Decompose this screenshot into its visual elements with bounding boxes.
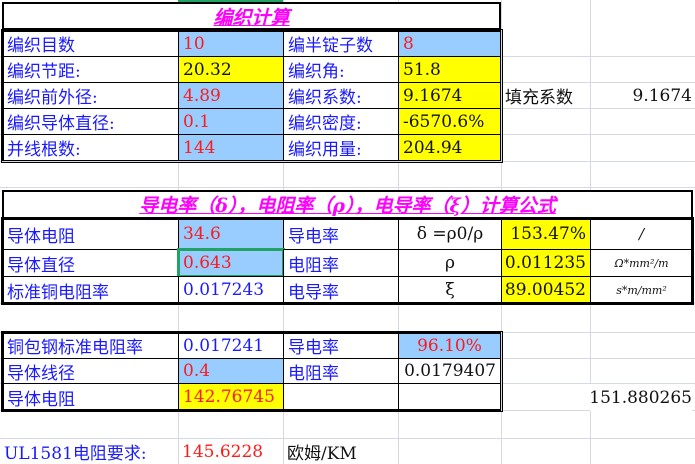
braid-title: 编织计算 (2, 2, 501, 30)
label-ccs-conductivity: 导电率 (283, 332, 399, 359)
input-outer-diameter[interactable]: 4.89 (178, 82, 284, 109)
label-braid-angle: 编织角: (283, 56, 399, 83)
input-conductor-resistance[interactable]: 34.6 (178, 218, 284, 250)
input-conductor-diameter[interactable]: 0.643 (177, 248, 285, 278)
label-outer-diameter: 编织前外径: (2, 82, 179, 109)
input-braid-count[interactable]: 10 (178, 30, 284, 57)
input-ccs-wire-diameter[interactable]: 0.4 (178, 358, 284, 384)
fill-factor-value[interactable]: 9.1674 (632, 85, 692, 106)
label-braid-usage: 编织用量: (283, 134, 399, 161)
input-wire-diameter[interactable]: 0.1 (178, 108, 284, 135)
label-half-spindles: 编半锭子数 (283, 30, 399, 57)
label-pitch: 编织节距: (2, 56, 179, 83)
label-electric-conductivity: 电导率 (283, 276, 399, 304)
input-strand-count[interactable]: 144 (178, 134, 284, 161)
value-ccs-resistivity[interactable]: 0.017241 (178, 332, 284, 359)
label-ccs-resistance: 导体电阻 (2, 383, 179, 411)
label-ccs-wire-diameter: 导体线径 (2, 358, 179, 384)
label-braid-count: 编织目数 (2, 30, 179, 57)
symbol-rho: ρ (398, 249, 502, 277)
unit-electric-conductivity: s*m/mm² (590, 276, 693, 304)
ccs-side-value[interactable]: 151.880265 (589, 384, 692, 411)
value-braid-coefficient[interactable]: 9.1674 (398, 82, 501, 109)
ul-requirement-unit: 欧姆/KM (287, 444, 357, 464)
label-strand-count: 并线根数: (2, 134, 179, 161)
label-resistivity: 电阻率 (283, 249, 399, 277)
empty-cell[interactable] (283, 383, 399, 411)
label-wire-diameter: 编织导体直径: (2, 108, 179, 135)
label-conductor-resistance: 导体电阻 (2, 218, 179, 250)
label-braid-coefficient: 编织系数: (283, 82, 399, 109)
value-ccs-conductivity[interactable]: 96.10% (398, 332, 501, 359)
value-braid-angle[interactable]: 51.8 (398, 56, 501, 83)
ul-requirement-label: UL1581电阻要求: (4, 444, 147, 464)
value-braid-density[interactable]: -6570.6% (398, 108, 501, 135)
label-conductor-diameter: 导体直径 (2, 249, 179, 277)
conductivity-title: 导电率（δ），电阻率（ρ），电导率（ξ）计算公式 (2, 190, 693, 219)
value-electric-conductivity[interactable]: 89.00452 (501, 276, 591, 304)
ul-requirement-value[interactable]: 145.6228 (182, 441, 264, 462)
fill-factor-label: 填充系数 (505, 88, 573, 108)
label-std-copper-resistivity: 标准铜电阻率 (2, 276, 179, 304)
value-ccs-resistivity-calc[interactable]: 0.0179407 (398, 358, 501, 384)
input-pitch[interactable]: 20.32 (178, 56, 284, 83)
value-ccs-resistance[interactable]: 142.76745 (178, 383, 284, 411)
label-conductivity: 导电率 (283, 218, 399, 250)
formula-delta: δ =ρ0/ρ (398, 218, 502, 250)
label-ccs-resistivity: 铜包钢标准电阻率 (2, 332, 179, 359)
unit-conductivity: / (590, 218, 693, 250)
value-conductivity[interactable]: 153.47% (501, 218, 591, 250)
value-braid-usage[interactable]: 204.94 (398, 134, 501, 161)
value-resistivity[interactable]: 0.011235 (501, 249, 591, 277)
unit-resistivity: Ω*mm²/m (590, 249, 693, 277)
value-std-copper-resistivity[interactable]: 0.017243 (178, 276, 284, 304)
label-braid-density: 编织密度: (283, 108, 399, 135)
symbol-xi: ξ (398, 276, 502, 304)
label-ccs-resistivity-calc: 电阻率 (283, 358, 399, 384)
input-half-spindles[interactable]: 8 (398, 30, 501, 57)
empty-cell[interactable] (398, 383, 501, 411)
